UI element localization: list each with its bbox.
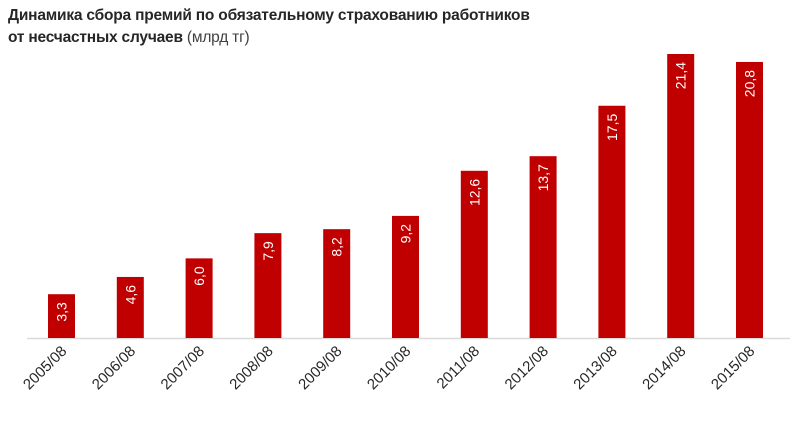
- data-label: 21,4: [673, 62, 689, 89]
- x-tick-label: 2008/08: [226, 343, 276, 393]
- x-tick-label: 2005/08: [20, 343, 70, 393]
- data-label: 12,6: [466, 179, 482, 206]
- bar: [460, 170, 488, 338]
- data-label: 4,6: [122, 285, 138, 305]
- bar: [116, 276, 144, 338]
- unit-label: (млрд тг): [186, 29, 250, 46]
- bar: [392, 215, 419, 338]
- title-line-2: от несчастных случаев (млрд тг): [8, 27, 530, 49]
- bar: [323, 229, 351, 338]
- data-label: 8,2: [329, 237, 345, 257]
- title-line-2-text: от несчастных случаев: [8, 29, 183, 46]
- title-line-1: Динамика сбора премий по обязательному с…: [8, 7, 530, 24]
- data-label: 3,3: [54, 302, 70, 322]
- x-tick-label: 2010/08: [364, 343, 414, 393]
- x-tick-label: 2015/08: [708, 343, 758, 393]
- x-tick-label: 2007/08: [158, 343, 208, 393]
- x-tick-label: 2006/08: [89, 343, 139, 393]
- bar: [254, 233, 282, 338]
- bar: [736, 61, 763, 338]
- data-label: 7,9: [260, 241, 276, 261]
- data-label: 20,8: [742, 70, 758, 97]
- bar: [667, 54, 695, 338]
- bar: [185, 258, 213, 338]
- data-label: 13,7: [535, 164, 551, 191]
- chart-title: Динамика сбора премий по обязательному с…: [8, 5, 530, 49]
- bar: [529, 156, 557, 338]
- data-label: 17,5: [604, 114, 620, 141]
- x-tick-label: 2011/08: [434, 343, 484, 393]
- bar: [48, 294, 75, 338]
- x-tick-label: 2012/08: [502, 343, 552, 393]
- data-label: 6,0: [191, 266, 207, 286]
- data-label: 9,2: [398, 224, 414, 244]
- x-tick-label: 2014/08: [639, 343, 689, 393]
- x-tick-label: 2013/08: [570, 343, 620, 393]
- bar: [598, 105, 626, 338]
- x-tick-label: 2009/08: [295, 343, 345, 393]
